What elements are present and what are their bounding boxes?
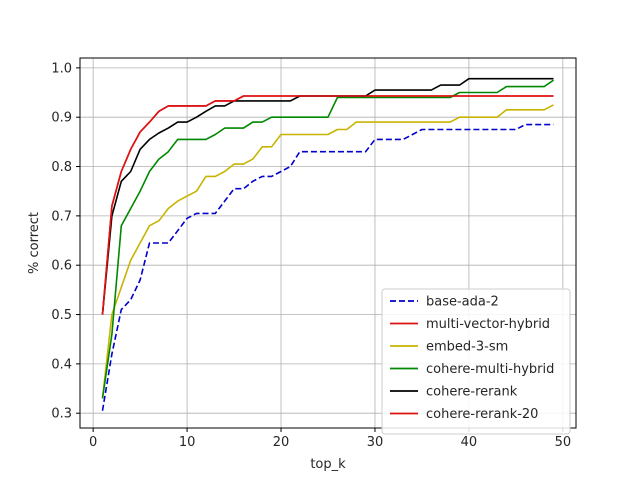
x-tick-label: 30 xyxy=(367,435,384,450)
legend: base-ada-2 multi-vector-hybrid embed-3-sm c… xyxy=(381,288,571,435)
legend-label: cohere-rerank xyxy=(426,385,518,400)
y-tick-label: 0.8 xyxy=(51,160,72,175)
series-line-embed-3-sm xyxy=(101,104,554,399)
series-lines xyxy=(101,77,554,411)
legend-box xyxy=(381,288,571,435)
series-line-cohere-multi-hybrid xyxy=(101,79,554,399)
y-tick-label: 0.6 xyxy=(51,259,72,274)
series-line-base-ada-2 xyxy=(101,123,554,411)
plot-frame xyxy=(79,57,577,429)
x-tick-label: 50 xyxy=(555,435,572,450)
y-tick-label: 0.5 xyxy=(51,308,72,323)
x-tick-label: 10 xyxy=(179,435,196,450)
legend-label: multi-vector-hybrid xyxy=(426,317,550,332)
y-tick-label: 0.3 xyxy=(51,407,72,422)
y-tick-label: 1.0 xyxy=(51,61,72,76)
y-tick-label: 0.7 xyxy=(51,209,72,224)
series-line-cohere-rerank-20 xyxy=(101,95,554,315)
x-axis-label: top_k xyxy=(310,457,346,472)
legend-label: embed-3-sm xyxy=(426,340,508,355)
x-tick-label: 0 xyxy=(89,435,97,450)
x-tick-label: 40 xyxy=(461,435,478,450)
y-tick-label: 0.4 xyxy=(51,357,72,372)
x-tick-label: 20 xyxy=(273,435,290,450)
legend-label: base-ada-2 xyxy=(426,295,499,310)
y-tick-label: 0.9 xyxy=(51,111,72,126)
legend-label: cohere-rerank-20 xyxy=(426,407,538,422)
series-line-cohere-rerank xyxy=(101,77,554,315)
legend-label: cohere-multi-hybrid xyxy=(426,362,554,377)
axis-ticks: 0 10 20 30 40 50 0.3 0.4 0.5 0.6 0.7 0.8 0.9 1.0 xyxy=(51,61,571,450)
y-axis-label: % correct xyxy=(27,212,42,274)
